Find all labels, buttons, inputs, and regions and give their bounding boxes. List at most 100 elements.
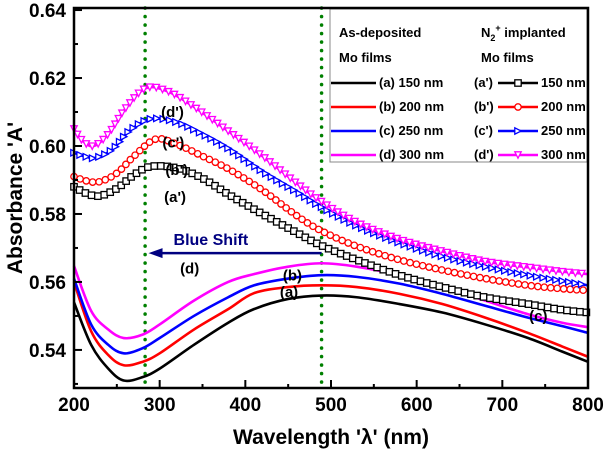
legend-marker-c_prime [514,126,523,136]
marker-c_prime [213,137,222,146]
curve-c [72,273,589,355]
marker-b_prime [82,177,91,185]
marker-a_prime [150,162,159,170]
series-b_prime [70,135,589,295]
legend-header-right-1: N2+ implanted [481,23,566,43]
series-c [72,273,589,355]
marker-b_prime [546,283,555,292]
marker-b_prime [362,245,371,254]
marker-c_prime [111,142,121,151]
marker-b_prime [217,161,225,169]
marker-c_prime [140,116,149,126]
marker-b_prime [250,181,259,189]
marker-a_prime [479,293,488,301]
marker-b_prime [553,284,562,293]
y-tick-label: 0.54 [29,341,66,362]
marker-b_prime [145,138,154,147]
marker-a_prime [556,305,565,314]
marker-d_prime [110,120,120,129]
marker-d_prime [368,225,377,235]
marker-c_prime [235,151,244,160]
marker-d_prime [82,140,91,149]
legend-header-sub: 2 [490,33,495,43]
x-tick-label: 500 [315,395,347,416]
marker-c_prime [224,144,233,153]
marker-b_prime [406,258,414,267]
marker-d_prime [121,104,131,113]
marker-b_prime [399,257,408,265]
marker-d_prime [564,268,574,278]
curve-label-b_prime: (b') [165,162,188,179]
curve-label-d: (d) [180,260,199,277]
legend-marker-a_prime [514,79,522,87]
marker-b_prime [261,188,270,197]
marker-c_prime [95,152,104,162]
marker-d_prime [571,269,580,278]
marker-d_prime [280,170,290,179]
marker-d_prime [500,260,509,270]
marker-a_prime [404,273,412,282]
marker-c_prime [134,119,144,129]
marker-d_prime [125,99,135,108]
marker-c_prime [218,140,228,150]
marker-b_prime [314,225,323,234]
curve-label-a: (a) [280,284,298,301]
marker-c_prime [475,261,485,270]
marker-b_prime [135,146,144,155]
marker-d_prime [87,142,97,151]
marker-a_prime [373,263,381,272]
legend-label-d: (d) 300 nm [379,147,444,162]
marker-a_prime [122,177,130,185]
marker-b_prime [193,149,202,158]
marker-c_prime [88,153,98,163]
marker-c_prime [558,276,568,286]
marker-c_prime [443,253,453,263]
marker-d_prime [333,208,343,217]
marker-d_prime [301,186,310,195]
marker-c_prime [507,267,516,277]
marker-d_prime [398,236,408,246]
marker-d_prime [244,142,254,151]
legend-label-a_prime: 150 nm [541,75,586,90]
marker-b_prime [256,184,264,193]
marker-c_prime [520,270,529,279]
x-tick-label: 300 [144,395,176,416]
marker-d_prime [577,269,587,279]
legend: As-deposited Mo films N2+ implanted Mo f… [329,8,588,163]
marker-a_prime [385,267,394,276]
marker-a_prime [429,280,437,289]
marker-c_prime [306,196,316,205]
marker-a_prime [460,288,469,297]
y-ticks: 0.54 0.56 0.58 0.60 0.62 0.64 [29,1,82,385]
marker-d_prime [532,264,541,274]
marker-d_prime [493,259,503,269]
marker-d_prime [468,255,477,264]
marker-b_prime [495,277,504,285]
curve-a [72,294,589,383]
marker-d_prime [449,250,458,259]
curve-label-b: (b) [283,267,302,284]
series-c_prime [70,114,589,289]
legend-label-d_prime: 300 nm [541,147,586,162]
marker-b_prime [112,169,121,178]
marker-c_prime [262,169,271,178]
marker-d_prime [350,217,360,227]
marker-c_prime [290,185,299,195]
marker-b_prime [245,177,254,186]
marker-d_prime [356,220,366,230]
legend-prefix-b_prime: (b') [474,99,494,114]
marker-c_prime [146,114,156,124]
x-tick-label: 800 [572,395,604,416]
y-tick-label: 0.60 [29,137,66,158]
marker-c_prime [526,271,536,280]
marker-c_prime [245,158,255,168]
curve-labels: (a)(b) (c) (d) (a') (b') (c') (d') [161,104,547,325]
marker-d_prime [291,178,300,187]
series-a [72,294,589,383]
marker-c_prime [425,248,434,257]
marker-d_prime [455,251,464,261]
marker-b_prime [131,151,139,160]
marker-d_prime [380,230,390,239]
legend-label-b_prime: 200 nm [541,99,586,114]
